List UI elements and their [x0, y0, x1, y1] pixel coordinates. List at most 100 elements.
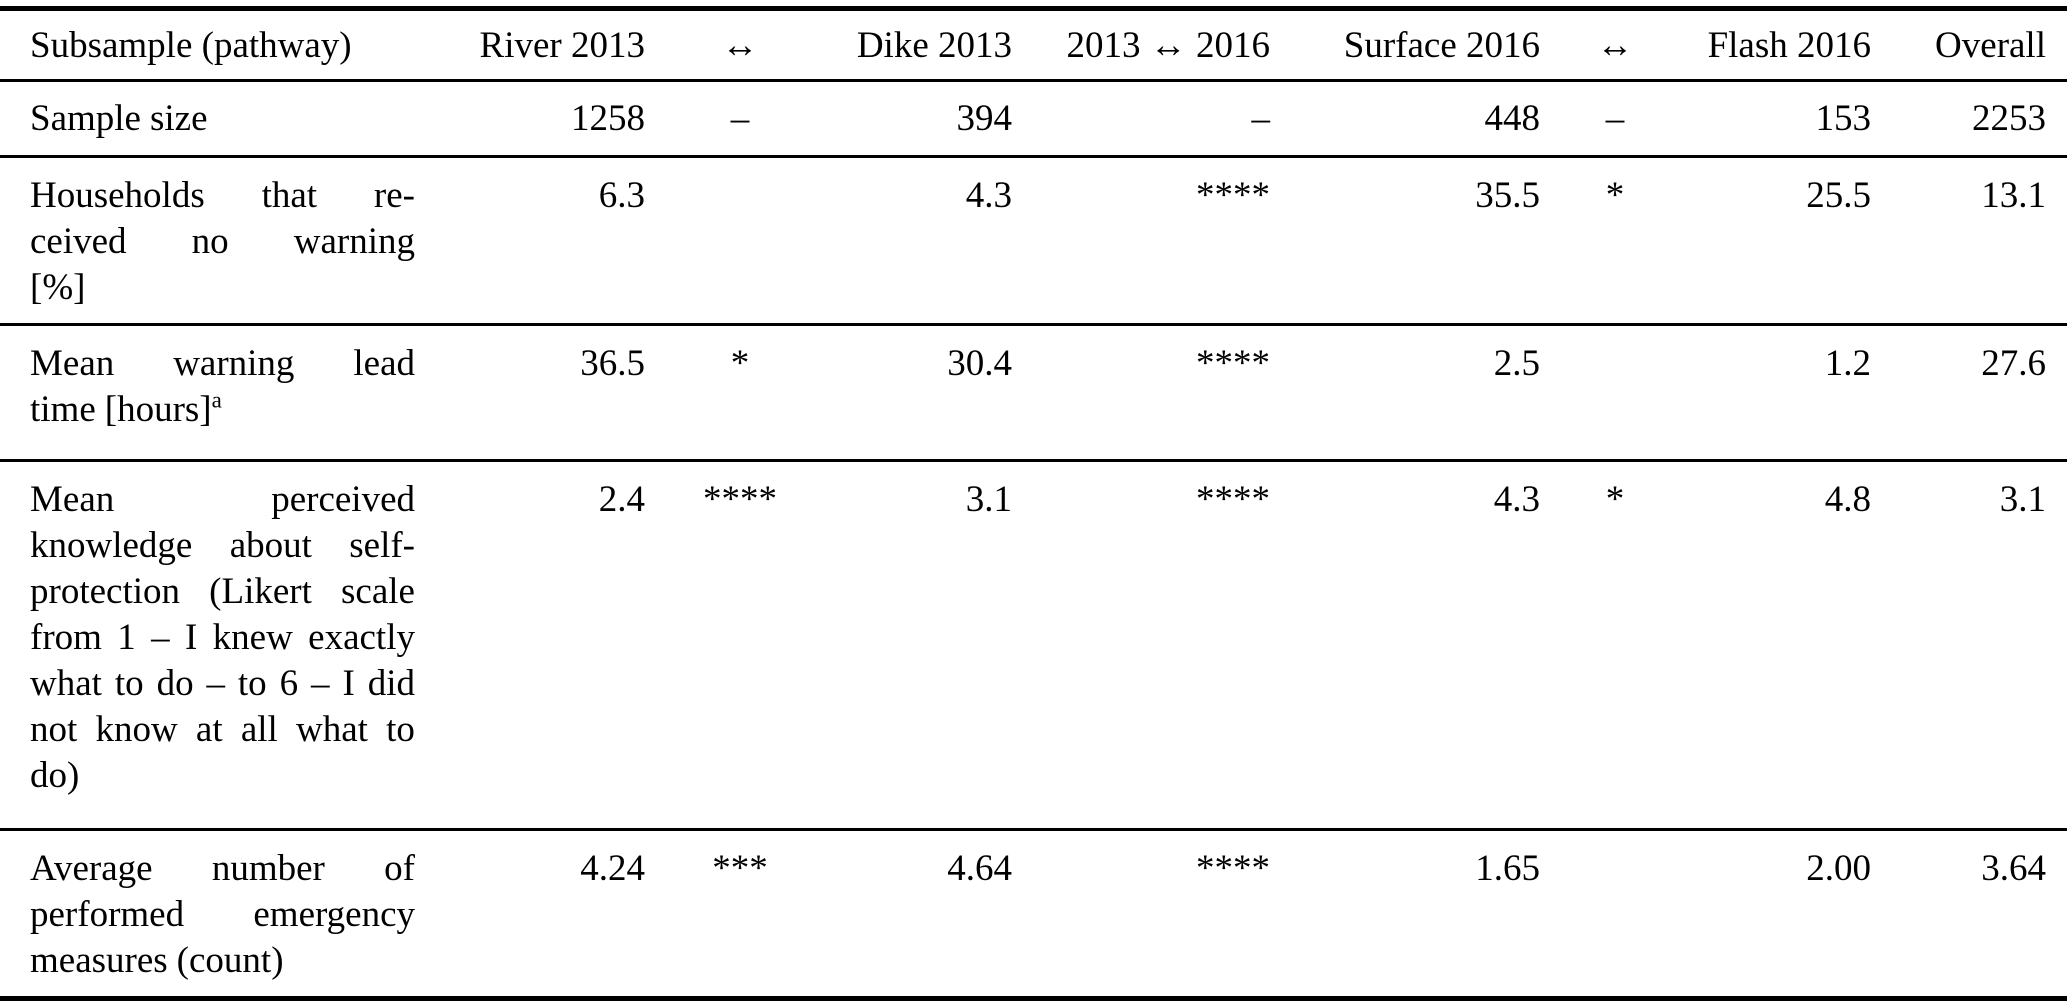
cell-river_2013: 36.5 — [580, 343, 645, 384]
label-word: size — [149, 98, 208, 139]
label-word: – — [311, 663, 330, 704]
cell-flash_2016: 2.00 — [1806, 848, 1871, 889]
cell-dike_2013: 30.4 — [947, 343, 1012, 384]
row-label-line: Average number of — [30, 846, 415, 892]
label-word: number — [211, 848, 325, 889]
label-word: do — [156, 663, 194, 704]
label-word: Average — [30, 848, 153, 889]
label-word: to — [386, 709, 415, 750]
column-header-river-2013: River 2013 — [479, 25, 645, 66]
column-header-compare-river-dike: ↔ — [721, 25, 759, 66]
column-header-dike-2013: Dike 2013 — [856, 25, 1012, 66]
label-word-text: [hours] — [104, 389, 212, 430]
row-label-line: ceived no warning — [30, 219, 415, 265]
row-label-line: Households that re- — [30, 173, 415, 219]
label-word: protection — [30, 571, 181, 612]
label-word: perceived — [271, 479, 415, 520]
label-word: exactly — [308, 617, 415, 658]
column-header-flash-2016: Flash 2016 — [1707, 25, 1871, 66]
label-word: knowledge — [30, 525, 193, 566]
cell-cmp_2013_2016: **** — [1196, 175, 1270, 216]
label-word: Mean — [30, 479, 115, 520]
label-word: to — [237, 663, 267, 704]
row-label: Sample size — [0, 96, 425, 142]
cell-river_2013: 4.24 — [580, 848, 645, 889]
label-word: I — [184, 617, 198, 658]
cell-cmp_river_dike: – — [730, 98, 750, 139]
label-word: time — [30, 389, 96, 430]
cell-cmp_river_dike: **** — [703, 479, 777, 520]
cell-flash_2016: 153 — [1815, 98, 1872, 139]
label-word: (Likert — [209, 571, 312, 612]
cell-cmp_surface_flash: – — [1605, 98, 1625, 139]
label-word: no — [191, 221, 229, 262]
label-word: (count) — [176, 940, 284, 981]
cell-overall: 27.6 — [1981, 343, 2046, 384]
label-word: knew — [212, 617, 293, 658]
cell-surface_2016: 2.5 — [1493, 343, 1540, 384]
column-header-compare-2013-2016: 2013 ↔ 2016 — [1066, 25, 1271, 66]
label-word: 6 — [279, 663, 299, 704]
label-word: self- — [349, 525, 415, 566]
row-label-line: knowledge about self- — [30, 523, 415, 569]
cell-cmp_2013_2016: – — [1251, 98, 1271, 139]
label-word: ceived — [30, 221, 127, 262]
cell-overall: 2253 — [1972, 98, 2046, 139]
row-label-line: do) — [30, 753, 415, 799]
cell-river_2013: 1258 — [571, 98, 645, 139]
label-word: emergency — [253, 894, 415, 935]
cell-cmp_surface_flash: * — [1605, 479, 1625, 520]
row-label-line: Mean warning lead — [30, 341, 415, 387]
table-row: Households that re-ceived no warning [%] 6.3 4.… — [0, 158, 2067, 326]
label-word: Households — [30, 175, 205, 216]
cell-river_2013: 6.3 — [598, 175, 645, 216]
label-word: – — [206, 663, 225, 704]
cell-dike_2013: 3.1 — [965, 479, 1012, 520]
row-label-line: not know at all what to — [30, 707, 415, 753]
table-row: Mean perceived knowledge about self-protecti… — [0, 462, 2067, 831]
table-row: Sample size 1258 – 394 – 448 – 153 2253 — [0, 82, 2067, 158]
row-label-line: Mean perceived — [30, 477, 415, 523]
cell-dike_2013: 4.64 — [947, 848, 1012, 889]
column-header-compare-surface-flash: ↔ — [1596, 25, 1634, 66]
label-word: – — [151, 617, 170, 658]
row-label-line: performed emergency — [30, 892, 415, 938]
table-body: Sample size 1258 – 394 – 448 – 153 2253 Households… — [0, 82, 2067, 996]
column-header-subsample-pathway: Subsample (pathway) — [30, 25, 352, 66]
label-word: all — [240, 709, 278, 750]
column-header-surface-2016: Surface 2016 — [1343, 25, 1540, 66]
cell-flash_2016: 25.5 — [1806, 175, 1871, 216]
label-word: to — [114, 663, 144, 704]
cell-river_2013: 2.4 — [598, 479, 645, 520]
label-word: what — [30, 663, 102, 704]
cell-surface_2016: 35.5 — [1475, 175, 1540, 216]
label-word: Sample — [30, 98, 141, 139]
label-word: of — [384, 848, 415, 889]
row-label-line: Sample size — [30, 96, 415, 142]
label-word: performed — [30, 894, 185, 935]
label-word: [%] — [30, 267, 86, 308]
cell-cmp_surface_flash: * — [1605, 175, 1625, 216]
cell-flash_2016: 4.8 — [1824, 479, 1871, 520]
label-word: [hours]a — [105, 387, 222, 433]
column-header-overall: Overall — [1935, 25, 2046, 66]
row-label-line: protection (Likert scale — [30, 569, 415, 615]
label-word: re- — [373, 175, 415, 216]
cell-cmp_2013_2016: **** — [1196, 479, 1270, 520]
footnote-marker-a: a — [211, 387, 222, 413]
label-word: scale — [341, 571, 415, 612]
label-word: from — [30, 617, 102, 658]
row-label-line: measures (count) — [30, 938, 415, 984]
label-word: lead — [353, 343, 415, 384]
row-label-line: time [hours]a — [30, 387, 415, 433]
label-word: not — [30, 709, 78, 750]
cell-cmp_river_dike: *** — [712, 848, 768, 889]
cell-overall: 3.1 — [1999, 479, 2046, 520]
cell-cmp_2013_2016: **** — [1196, 848, 1270, 889]
cell-surface_2016: 1.65 — [1475, 848, 1540, 889]
label-word: did — [367, 663, 415, 704]
cell-overall: 13.1 — [1981, 175, 2046, 216]
